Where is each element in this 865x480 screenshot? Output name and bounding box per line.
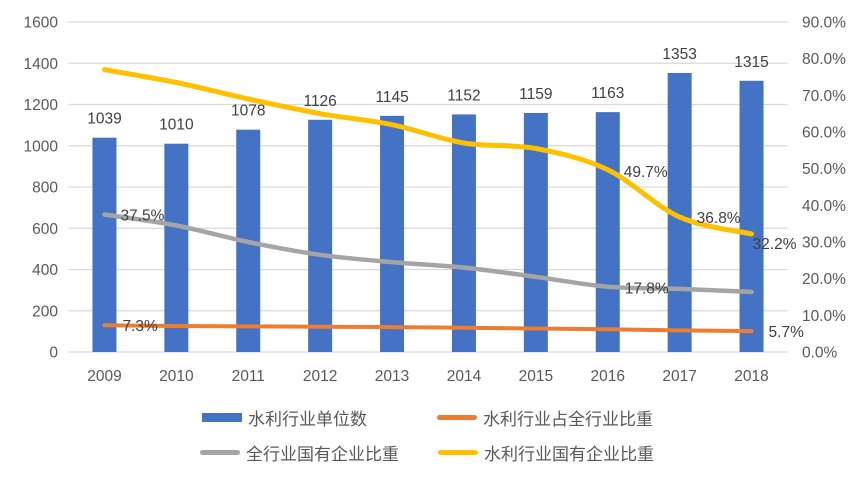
point-label: 36.8% — [697, 210, 741, 227]
left-axis-tick: 600 — [32, 221, 58, 238]
legend-item-all-industry-soe: 全行业国有企业比重 — [200, 442, 399, 464]
bar-value-label: 1152 — [447, 87, 480, 104]
left-axis-tick: 1000 — [24, 138, 59, 155]
x-axis-tick: 2013 — [375, 368, 409, 385]
point-label: 37.5% — [120, 208, 164, 225]
bar — [595, 112, 620, 352]
left-axis-tick: 1400 — [24, 56, 59, 73]
left-axis-tick: 0 — [49, 345, 58, 362]
point-label: 32.2% — [753, 236, 797, 253]
bar-value-label: 1010 — [159, 117, 194, 134]
x-axis-tick: 2015 — [519, 368, 553, 385]
bar — [92, 137, 117, 352]
x-axis-tick: 2014 — [447, 368, 482, 385]
line-series — [102, 212, 754, 295]
bar — [523, 112, 548, 352]
right-axis-tick: 80.0% — [802, 51, 846, 68]
left-axis-tick: 400 — [32, 262, 58, 279]
line-swatch-icon — [200, 449, 240, 455]
x-axis-tick: 2010 — [159, 368, 194, 385]
right-axis-tick: 40.0% — [802, 198, 846, 215]
line-swatch-icon — [437, 414, 477, 420]
legend-label-all-industry-soe: 全行业国有企业比重 — [246, 444, 399, 464]
line-series — [102, 323, 754, 334]
right-axis-tick: 10.0% — [802, 308, 846, 325]
bar-value-label: 1145 — [375, 89, 408, 106]
legend-item-industry-share: 水利行业占全行业比重 — [437, 407, 653, 429]
bar — [739, 80, 764, 352]
legend-label-units: 水利行业单位数 — [248, 409, 367, 429]
x-axis-tick: 2018 — [734, 368, 768, 385]
right-axis-tick: 50.0% — [802, 161, 846, 178]
right-axis-tick: 20.0% — [802, 271, 846, 288]
legend-label-water-soe: 水利行业国有企业比重 — [484, 444, 654, 464]
x-axis-tick: 2017 — [662, 368, 696, 385]
x-axis-tick: 2016 — [591, 368, 625, 385]
line-swatch-icon — [438, 449, 478, 455]
bar-value-label: 1315 — [734, 54, 768, 71]
left-axis-tick: 1200 — [24, 97, 59, 114]
left-axis-tick: 1600 — [24, 15, 59, 32]
legend-item-units: 水利行业单位数 — [202, 407, 367, 429]
bar-swatch-icon — [202, 412, 242, 422]
line-series — [101, 67, 755, 237]
bar-value-label: 1163 — [591, 85, 624, 102]
legend-item-water-soe: 水利行业国有企业比重 — [438, 442, 654, 464]
x-axis-tick: 2012 — [303, 368, 337, 385]
bar — [164, 143, 189, 352]
bar-value-label: 1126 — [303, 93, 336, 110]
x-axis-tick: 2011 — [232, 368, 265, 385]
point-label: 5.7% — [769, 324, 805, 341]
left-axis-tick: 800 — [32, 180, 58, 197]
bar — [380, 115, 405, 352]
right-axis-tick: 70.0% — [802, 88, 846, 105]
point-label: 7.3% — [122, 318, 158, 335]
right-axis-tick: 30.0% — [802, 235, 846, 252]
bar-value-label: 1353 — [662, 46, 696, 63]
point-label: 49.7% — [624, 164, 668, 181]
right-axis-tick: 0.0% — [802, 345, 838, 362]
point-label: 17.8% — [625, 281, 669, 298]
legend-label-industry-share: 水利行业占全行业比重 — [483, 409, 653, 429]
bar — [308, 119, 333, 352]
bar-value-label: 1078 — [231, 103, 265, 120]
bar-value-label: 1159 — [519, 86, 552, 103]
right-axis-tick: 60.0% — [802, 125, 846, 142]
right-axis-tick: 90.0% — [802, 15, 846, 32]
x-axis-tick: 2009 — [87, 368, 121, 385]
bar-value-label: 1039 — [87, 111, 121, 128]
bar — [451, 114, 476, 353]
left-axis-tick: 200 — [32, 303, 58, 320]
chart-canvas: 0 200 400 600 800 1000 1200 1400 1600 0.0% 10.0% 20… — [24, 15, 847, 386]
